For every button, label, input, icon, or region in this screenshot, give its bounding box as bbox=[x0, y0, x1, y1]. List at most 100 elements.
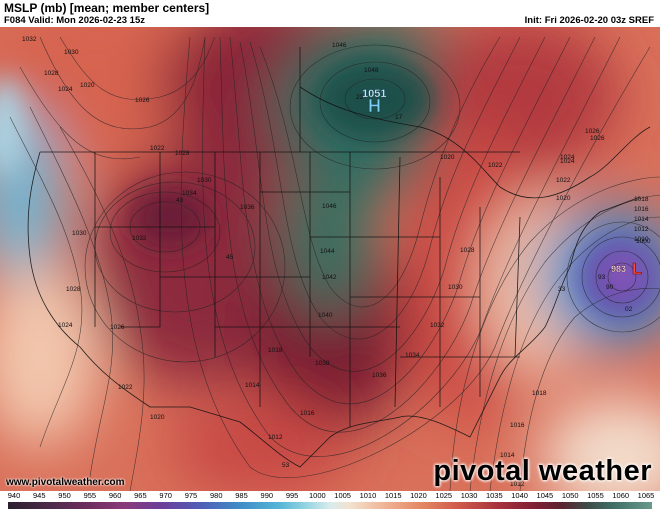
isobar-label: 1012 bbox=[510, 481, 525, 488]
colorbar-tick: 960 bbox=[108, 491, 122, 500]
low-pressure-center: 983 L bbox=[611, 261, 643, 279]
isobar-label: 1024 bbox=[560, 154, 575, 161]
colorbar-tick: 980 bbox=[209, 491, 223, 500]
colorbar-tick: 1025 bbox=[435, 491, 453, 500]
colorbar-tick: 1000 bbox=[309, 491, 326, 500]
isobar-label: 1026 bbox=[585, 128, 600, 135]
colorbar-tick: 1045 bbox=[536, 491, 554, 500]
colorbar-tick: 1035 bbox=[485, 491, 503, 500]
colorbar-tick: 1040 bbox=[511, 491, 528, 500]
isobar-label: 1042 bbox=[322, 274, 337, 281]
high-letter: H bbox=[368, 96, 381, 116]
isobar-label: 1022 bbox=[488, 162, 503, 169]
isobar-label: 1018 bbox=[634, 196, 649, 203]
colorbar-tick: 965 bbox=[134, 491, 147, 500]
colorbar: 940 945 950 955 960 965 970 975 980 985 990 995 1000… bbox=[0, 491, 660, 510]
isobar-label: 1032 bbox=[430, 322, 445, 329]
colorbar-tick: 1010 bbox=[359, 491, 377, 500]
high-pressure-center: 1051 H bbox=[362, 88, 387, 117]
colorbar-tick: 1060 bbox=[612, 491, 630, 500]
weather-map: 1032 1030 1028 1024 1020 1026 1028 1022 … bbox=[0, 27, 660, 491]
isobar-label: 1016 bbox=[510, 422, 525, 429]
isobar-label: 1032 bbox=[22, 36, 37, 43]
isobar-label: 1022 bbox=[556, 177, 571, 184]
isobar-label: 1038 bbox=[315, 360, 330, 367]
isobar-label: 1028 bbox=[175, 150, 190, 157]
isobar-label: 1044 bbox=[320, 248, 335, 255]
init-time: Init: Fri 2026-02-20 03z SREF bbox=[524, 15, 654, 26]
member-label: 17 bbox=[395, 114, 403, 121]
colorbar-tick: 1065 bbox=[637, 491, 655, 500]
isobar-label: 1046 bbox=[332, 42, 347, 49]
isobar-label: 1030 bbox=[197, 177, 212, 184]
isobar-label: 1016 bbox=[300, 410, 315, 417]
isobar-label: 1030 bbox=[64, 49, 79, 56]
colorbar-tick: 1050 bbox=[561, 491, 579, 500]
member-center-labels: 43 45 53 22 17 33 93 90 02 bbox=[176, 94, 633, 469]
isobar-label: 1000 bbox=[636, 238, 651, 245]
low-value: 983 bbox=[611, 264, 626, 274]
colorbar-tick: 975 bbox=[184, 491, 198, 500]
isobar-label: 1028 bbox=[44, 70, 59, 77]
member-label: 45 bbox=[226, 254, 234, 261]
colorbar-gradient bbox=[8, 502, 652, 509]
site-url: www.pivotalweather.com bbox=[6, 477, 125, 488]
borders bbox=[27, 47, 651, 468]
isobar-label: 1022 bbox=[150, 145, 165, 152]
isobar-label: 1018 bbox=[268, 347, 283, 354]
member-label: 93 bbox=[598, 274, 606, 281]
isobar-label: 1028 bbox=[460, 247, 475, 254]
colorbar-tick: 990 bbox=[260, 491, 274, 500]
isobar-label: 1026 bbox=[590, 135, 605, 142]
isobar-label: 1012 bbox=[268, 434, 283, 441]
isobar-label: 1020 bbox=[80, 82, 95, 89]
low-letter: L bbox=[632, 261, 642, 278]
colorbar-tick: 950 bbox=[58, 491, 71, 500]
isobar-label: 1024 bbox=[560, 158, 575, 165]
member-label: 90 bbox=[606, 284, 614, 291]
isobar-label: 1048 bbox=[364, 67, 379, 74]
high-value: 1051 bbox=[362, 88, 386, 100]
colorbar-tick: 1015 bbox=[384, 491, 402, 500]
isobar-label: 1028 bbox=[66, 286, 81, 293]
isobar-label: 1014 bbox=[500, 452, 515, 459]
member-label: 33 bbox=[558, 286, 566, 293]
colorbar-tick: 985 bbox=[235, 491, 248, 500]
isobar-label: 1022 bbox=[118, 384, 133, 391]
isobar-label: 1020 bbox=[150, 414, 165, 421]
isobar-label: 1014 bbox=[634, 216, 649, 223]
pressure-field: 1032 1030 1028 1024 1020 1026 1028 1022 … bbox=[0, 27, 660, 491]
isobar-label: 1046 bbox=[322, 203, 337, 210]
colorbar-tick: 955 bbox=[83, 491, 97, 500]
valid-time: F084 Valid: Mon 2026-02-23 15z bbox=[4, 15, 145, 26]
isobar-label: 1030 bbox=[448, 284, 463, 291]
isobar-label: 1024 bbox=[58, 322, 73, 329]
colorbar-tick: 1005 bbox=[334, 491, 351, 500]
colorbar-tick: 995 bbox=[285, 491, 299, 500]
colorbar-tick: 970 bbox=[159, 491, 172, 500]
isobar-label: 1036 bbox=[372, 372, 387, 379]
isobar-label: 1026 bbox=[110, 324, 125, 331]
colorbar-tick: 1030 bbox=[460, 491, 478, 500]
isobar-label: 1010 bbox=[634, 236, 649, 243]
isobar-label: 1036 bbox=[240, 204, 255, 211]
isobar-label: 1026 bbox=[135, 97, 150, 104]
isobar-label: 1018 bbox=[532, 390, 547, 397]
member-label: 53 bbox=[282, 462, 290, 469]
colorbar-tick: 1055 bbox=[587, 491, 604, 500]
colorbar-tick-labels: 940 945 950 955 960 965 970 975 980 985 990 995 1000… bbox=[0, 491, 660, 501]
colorbar-tick: 945 bbox=[33, 491, 46, 500]
isobar-label: 1012 bbox=[634, 226, 649, 233]
member-label: 43 bbox=[176, 197, 184, 204]
brand-logo: pivotal weather bbox=[433, 455, 652, 487]
isobar-label: 1034 bbox=[405, 352, 420, 359]
isobar-label: 1020 bbox=[556, 195, 571, 202]
isobar-label: 1030 bbox=[72, 230, 87, 237]
header: MSLP (mb) [mean; member centers] F084 Va… bbox=[0, 0, 660, 27]
isobar-label: 1014 bbox=[245, 382, 260, 389]
member-label: 02 bbox=[625, 306, 633, 313]
map-title: MSLP (mb) [mean; member centers] bbox=[4, 1, 210, 15]
isobar-label: 1016 bbox=[634, 206, 649, 213]
isobar-label: 1032 bbox=[132, 235, 147, 242]
colorbar-tick: 1020 bbox=[410, 491, 427, 500]
